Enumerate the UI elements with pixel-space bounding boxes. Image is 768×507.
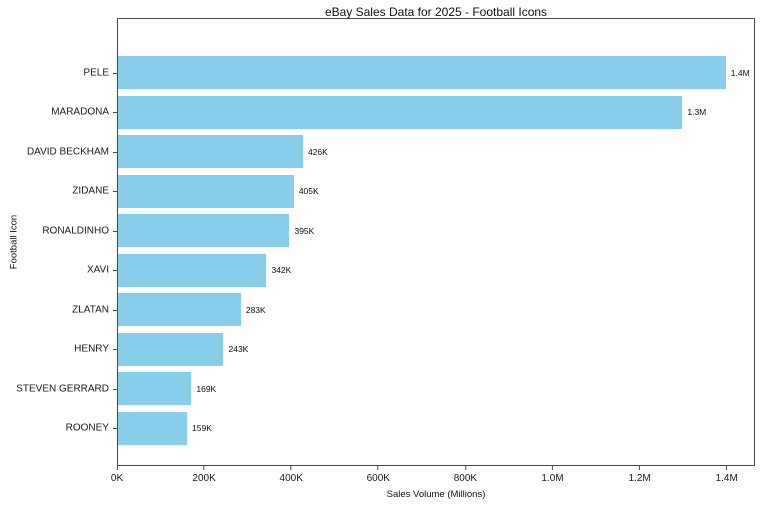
bar: [118, 214, 290, 248]
bar: [118, 174, 294, 208]
x-tick-label: 200K: [192, 473, 216, 484]
y-tick-mark: [113, 428, 117, 430]
x-tick: 1.4M: [716, 466, 738, 484]
x-tick-mark: [639, 466, 641, 470]
bar-value-label: 283K: [245, 304, 266, 315]
bar-value-label: 426K: [307, 146, 328, 157]
bar-value-label: 1.3M: [687, 107, 707, 118]
x-tick: 1.0M: [541, 466, 564, 484]
bar: [118, 95, 683, 129]
bar-value-label: 159K: [192, 423, 212, 434]
bar-row: ZLATAN 283K: [72, 293, 754, 327]
bar: [118, 332, 224, 366]
y-tick-label: ZIDANE: [72, 185, 109, 197]
y-tick-label: HENRY: [74, 343, 109, 355]
bar-value-label: 342K: [271, 265, 292, 276]
x-tick-label: 1.4M: [715, 473, 738, 484]
x-tick: 600K: [367, 466, 390, 484]
bar: [118, 135, 303, 169]
bar-value-label: 243K: [228, 344, 249, 355]
y-tick-label: ROONEY: [65, 422, 109, 434]
x-tick: 1.2M: [628, 466, 651, 484]
x-tick-mark: [726, 466, 728, 470]
bar: [118, 253, 267, 287]
bar-row: XAVI 342K: [87, 253, 754, 287]
y-tick-label: DAVID BECKHAM: [26, 146, 109, 158]
y-tick-mark: [113, 349, 117, 351]
x-tick-mark: [203, 466, 205, 470]
x-tick-label: 1.2M: [628, 473, 651, 484]
x-tick: 200K: [192, 466, 216, 484]
x-tick-mark: [116, 466, 118, 470]
x-tick-mark: [464, 466, 466, 470]
bar: [118, 411, 188, 445]
x-tick-mark: [377, 466, 379, 470]
x-tick-label: 0K: [110, 473, 124, 484]
x-tick-mark: [290, 466, 292, 470]
plot-area: PELE 1.4M MARADONA 1.3M DAVID BECKHAM 426K ZID…: [16, 18, 755, 466]
y-tick-label: PELE: [83, 67, 109, 78]
chart-title: eBay Sales Data for 2025 - Football Icon…: [324, 5, 548, 19]
y-tick-label: XAVI: [86, 264, 109, 276]
bar-row: RONALDINHO 395K: [42, 214, 754, 248]
bar-row: HENRY 243K: [74, 332, 754, 366]
x-tick-label: 600K: [366, 473, 390, 484]
bar-row: DAVID BECKHAM 426K: [27, 135, 754, 169]
x-tick-mark: [551, 466, 553, 470]
bar-row: MARADONA 1.3M: [51, 95, 754, 129]
bar: [118, 56, 726, 89]
y-tick-mark: [113, 309, 117, 311]
bar-value-label: 395K: [294, 225, 315, 236]
bar-value-label: 1.4M: [730, 67, 750, 78]
x-tick: 0K: [111, 466, 123, 484]
bar-row: ROONEY 159K: [66, 411, 754, 445]
x-axis-ticks: 0K 200K 400K 600K 800K 1.0M 1.2M 1.4M: [111, 466, 755, 488]
x-tick: 400K: [280, 466, 303, 484]
bar: [118, 372, 192, 406]
bar-row: PELE 1.4M: [83, 56, 754, 89]
y-tick-mark: [113, 191, 117, 193]
y-tick-label: ZLATAN: [72, 304, 109, 316]
x-tick-label: 1.0M: [541, 473, 564, 484]
y-axis-title: Football Icon: [8, 214, 20, 270]
y-tick-mark: [113, 230, 117, 232]
x-tick-label: 400K: [279, 473, 303, 484]
y-tick-mark: [113, 112, 117, 114]
bar-row: ZIDANE 405K: [72, 174, 754, 208]
x-axis-title: Sales Volume (Millions): [386, 489, 486, 500]
y-tick-mark: [113, 270, 117, 272]
y-tick-label: STEVEN GERRARD: [16, 383, 109, 395]
bars-area: PELE 1.4M MARADONA 1.3M DAVID BECKHAM 426K ZID…: [16, 56, 754, 445]
bar-row: STEVEN GERRARD 169K: [16, 372, 754, 406]
y-tick-mark: [113, 72, 117, 74]
x-tick-label: 800K: [453, 473, 478, 484]
y-tick-mark: [113, 388, 117, 390]
bar-value-label: 169K: [196, 383, 217, 394]
y-tick-label: MARADONA: [51, 106, 109, 118]
x-tick: 800K: [454, 466, 477, 484]
bar-value-label: 405K: [298, 186, 319, 197]
y-tick-mark: [113, 151, 117, 153]
y-tick-label: RONALDINHO: [42, 225, 109, 237]
bar: [118, 293, 241, 327]
